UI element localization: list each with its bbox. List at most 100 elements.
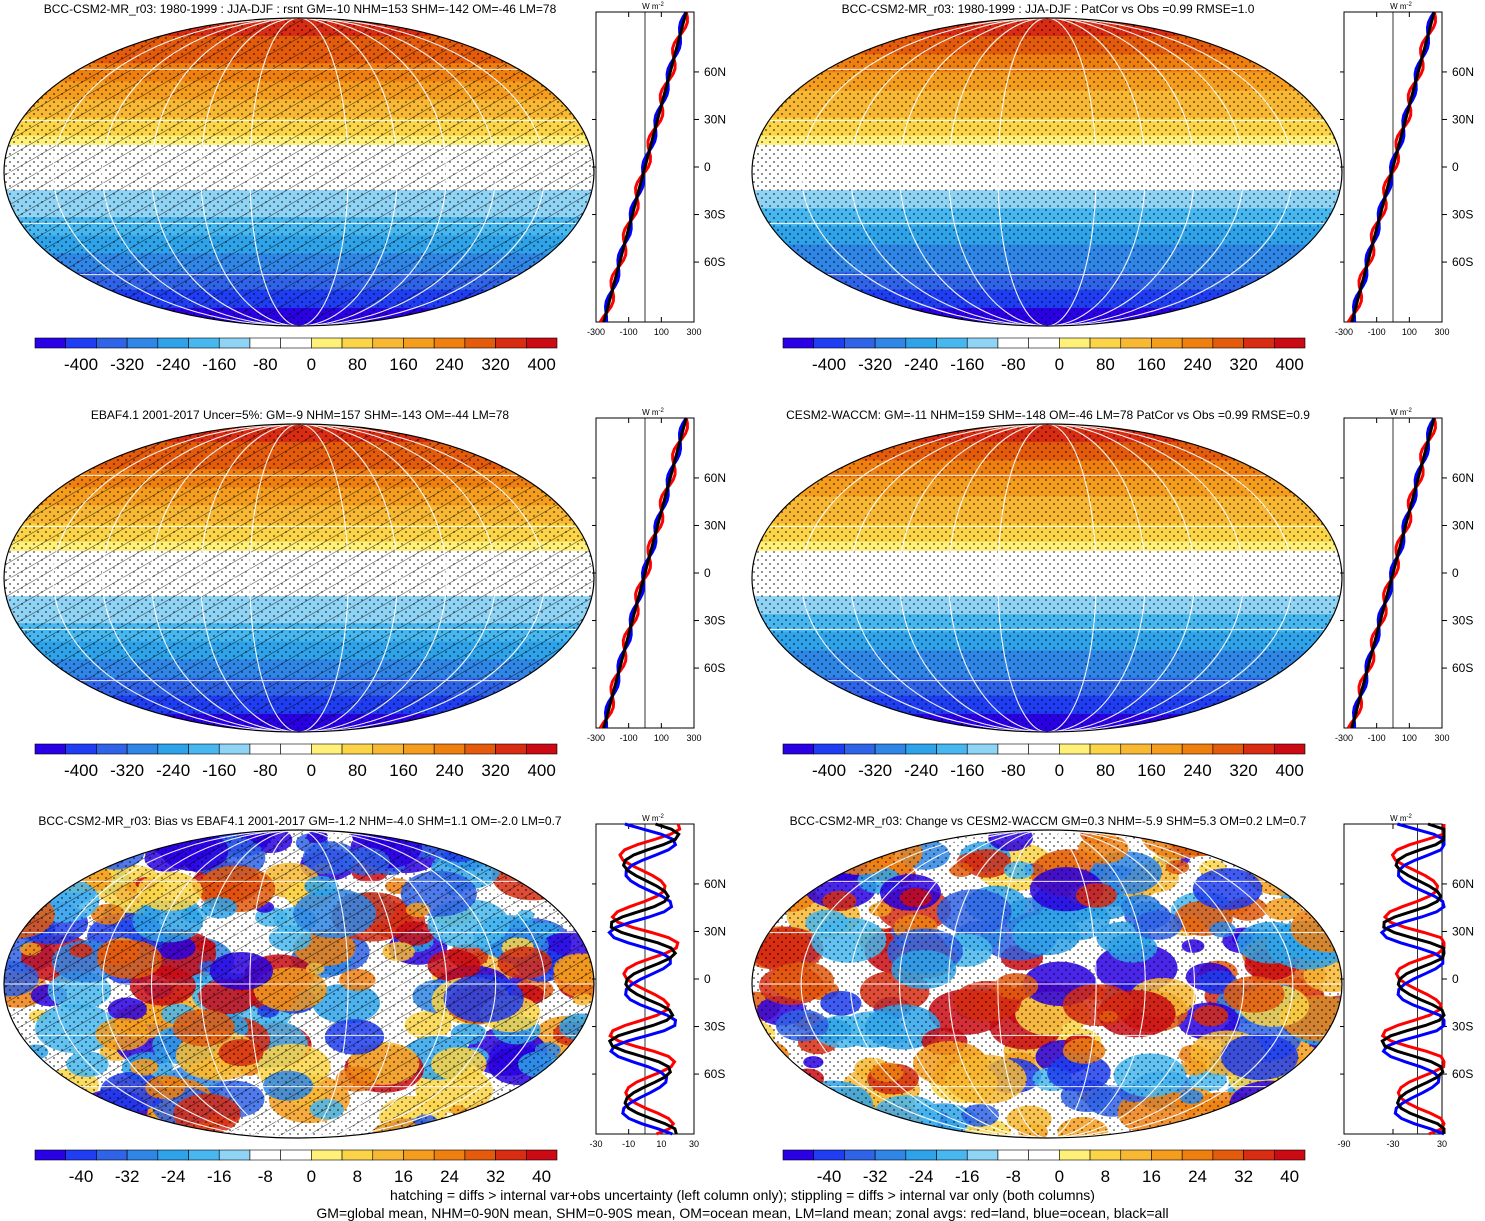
lat-label: 30S (704, 208, 725, 222)
zonal-curve (607, 822, 678, 1136)
colorbar-label: 400 (1275, 761, 1303, 780)
colorbar-label: -80 (253, 355, 278, 374)
colorbar-label: -8 (258, 1167, 273, 1186)
colorbar-label: 240 (1183, 355, 1211, 374)
lat-label: 60N (704, 65, 726, 79)
zonal-mean-plot: W m-2 60N 30N 0 30S 60S -300 -100 100 300 (578, 0, 742, 350)
lat-label: 30S (1452, 614, 1473, 628)
colorbar-label: -240 (904, 761, 938, 780)
zonal-x-tick: -30 (1386, 1139, 1399, 1149)
colorbar-label: 16 (394, 1167, 413, 1186)
colorbar-label: -320 (858, 355, 892, 374)
colorbar-label: -400 (64, 355, 98, 374)
zonal-curve (1350, 11, 1436, 323)
lat-label: 0 (1452, 566, 1459, 580)
colorbar-label: 0 (1055, 761, 1064, 780)
lat-label: 60S (704, 661, 725, 675)
zonal-x-tick: 300 (686, 327, 701, 337)
lat-label: 60S (704, 1067, 725, 1081)
zonal-x-tick: -100 (1368, 733, 1386, 743)
colorbar-label: -16 (955, 1167, 980, 1186)
zonal-curve (1380, 822, 1446, 1134)
zonal-x-tick: 300 (686, 733, 701, 743)
colorbar-label: -320 (858, 761, 892, 780)
lat-label: 60N (1452, 877, 1474, 891)
colorbar-label: 160 (389, 355, 417, 374)
colorbar-label: 320 (1229, 355, 1257, 374)
zonal-x-tick: 30 (1437, 1139, 1447, 1149)
colorbar: -400 -320 -240 -160 -80 0 80 160 240 320 400 (30, 336, 562, 380)
panel-p4: CESM2-WACCM: GM=-11 NHM=159 SHM=-148 OM=… (748, 406, 1485, 813)
lat-label: 0 (1452, 972, 1459, 986)
zonal-x-tick: 100 (1402, 327, 1417, 337)
zonal-x-tick: 100 (1402, 733, 1417, 743)
lat-label: 60N (1452, 65, 1474, 79)
colorbar-label: -80 (1001, 761, 1026, 780)
colorbar-label: 16 (1142, 1167, 1161, 1186)
colorbar-label: 0 (307, 355, 316, 374)
colorbar-label: -160 (202, 355, 236, 374)
colorbar-label: 0 (307, 761, 316, 780)
lat-label: 60S (704, 255, 725, 269)
colorbar-label: 240 (435, 355, 463, 374)
colorbar-label: -400 (812, 761, 846, 780)
colorbar-label: 320 (1229, 761, 1257, 780)
map (0, 828, 598, 1140)
colorbar-label: -240 (904, 355, 938, 374)
colorbar-label: 400 (527, 761, 555, 780)
colorbar-label: -24 (909, 1167, 934, 1186)
colorbar: -400 -320 -240 -160 -80 0 80 160 240 320 400 (778, 742, 1310, 786)
zonal-x-tick: -300 (587, 327, 605, 337)
map (0, 16, 598, 328)
zonal-x-tick: -300 (1335, 733, 1353, 743)
colorbar-label: 160 (1137, 761, 1165, 780)
lat-label: 30S (704, 1020, 725, 1034)
lat-label: 30N (1452, 112, 1474, 126)
zonal-x-tick: -100 (1368, 327, 1386, 337)
colorbar-label: 400 (527, 355, 555, 374)
lat-label: 30S (704, 614, 725, 628)
lat-label: 30S (1452, 208, 1473, 222)
colorbar-label: -240 (156, 761, 190, 780)
colorbar-label: 0 (1055, 1167, 1064, 1186)
zonal-curve (1346, 11, 1437, 323)
colorbar-label: 8 (1101, 1167, 1110, 1186)
colorbar: -40 -32 -24 -16 -8 0 8 16 24 32 40 (30, 1148, 562, 1192)
zonal-x-tick: -100 (620, 327, 638, 337)
zonal-curve (598, 417, 689, 729)
zonal-units: W m-2 (1390, 2, 1412, 11)
colorbar-label: 80 (1096, 761, 1115, 780)
colorbar-label: -8 (1006, 1167, 1021, 1186)
zonal-units: W m-2 (642, 814, 664, 823)
zonal-x-tick: -10 (622, 1139, 635, 1149)
panel-title: CESM2-WACCM: GM=-11 NHM=159 SHM=-148 OM=… (786, 408, 1310, 422)
colorbar-label: -40 (817, 1167, 842, 1186)
colorbar-label: -240 (156, 355, 190, 374)
colorbar-label: 0 (307, 1167, 316, 1186)
colorbar-label: -40 (69, 1167, 94, 1186)
lat-label: 60S (1452, 661, 1473, 675)
colorbar-label: -320 (110, 761, 144, 780)
zonal-curve (1379, 822, 1446, 1136)
panel-title: BCC-CSM2-MR_r03: 1980-1999 : JJA-DJF : P… (841, 2, 1255, 16)
colorbar-label: 160 (1137, 355, 1165, 374)
zonal-x-tick: -100 (620, 733, 638, 743)
zonal-x-tick: 300 (1434, 327, 1449, 337)
colorbar-label: 32 (1234, 1167, 1253, 1186)
colorbar-label: 32 (486, 1167, 505, 1186)
footer-hatching-note: hatching = diffs > internal var+obs unce… (390, 1187, 1095, 1203)
colorbar-label: -80 (1001, 355, 1026, 374)
colorbar-label: 160 (389, 761, 417, 780)
colorbar-label: 400 (1275, 355, 1303, 374)
zonal-curve (607, 822, 681, 1135)
panel-title: BCC-CSM2-MR_r03: 1980-1999 : JJA-DJF : r… (43, 2, 557, 16)
panel-title: BCC-CSM2-MR_r03: Change vs CESM2-WACCM G… (789, 814, 1307, 828)
panel-p1: BCC-CSM2-MR_r03: 1980-1999 : JJA-DJF : r… (0, 0, 742, 407)
colorbar-label: -400 (812, 355, 846, 374)
lat-label: 60N (1452, 471, 1474, 485)
panel-title: EBAF4.1 2001-2017 Uncer=5%: GM=-9 NHM=15… (90, 408, 510, 422)
lat-label: 30N (704, 112, 726, 126)
lat-label: 30N (704, 518, 726, 532)
map (748, 422, 1346, 734)
panel-p3: EBAF4.1 2001-2017 Uncer=5%: GM=-9 NHM=15… (0, 406, 742, 813)
